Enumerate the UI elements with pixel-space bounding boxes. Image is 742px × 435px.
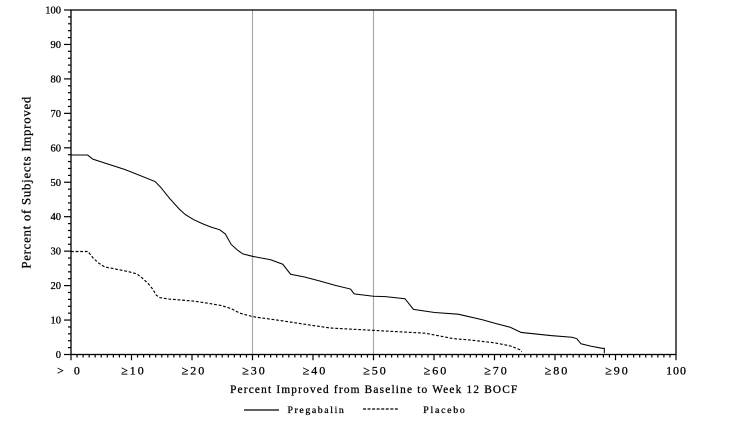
svg-text:≥40: ≥40: [303, 364, 328, 378]
svg-text:≥90: ≥90: [605, 364, 630, 378]
svg-text:20: 20: [51, 281, 62, 292]
svg-text:≥80: ≥80: [545, 364, 570, 378]
svg-text:Percent of Subjects Improved: Percent of Subjects Improved: [20, 96, 34, 269]
svg-text:0: 0: [56, 350, 61, 361]
svg-text:≥60: ≥60: [424, 364, 449, 378]
svg-text:50: 50: [51, 178, 62, 189]
svg-text:30: 30: [51, 247, 62, 258]
svg-text:80: 80: [51, 74, 62, 85]
svg-text:90: 90: [51, 40, 62, 51]
svg-text:10: 10: [51, 316, 62, 327]
svg-text:≥50: ≥50: [363, 364, 388, 378]
svg-text:> 0: > 0: [57, 364, 83, 378]
svg-text:Percent Improved from Baseline: Percent Improved from Baseline to Week 1…: [230, 384, 518, 396]
svg-text:100: 100: [45, 6, 61, 17]
svg-text:≥10: ≥10: [121, 364, 146, 378]
svg-text:≥20: ≥20: [182, 364, 207, 378]
svg-text:100: 100: [666, 364, 687, 378]
svg-text:Placebo: Placebo: [423, 405, 466, 416]
svg-text:Pregabalin: Pregabalin: [288, 405, 346, 416]
svg-text:60: 60: [51, 143, 62, 154]
svg-text:≥30: ≥30: [242, 364, 267, 378]
svg-text:≥70: ≥70: [484, 364, 509, 378]
svg-text:40: 40: [51, 212, 62, 223]
svg-text:70: 70: [51, 109, 62, 120]
